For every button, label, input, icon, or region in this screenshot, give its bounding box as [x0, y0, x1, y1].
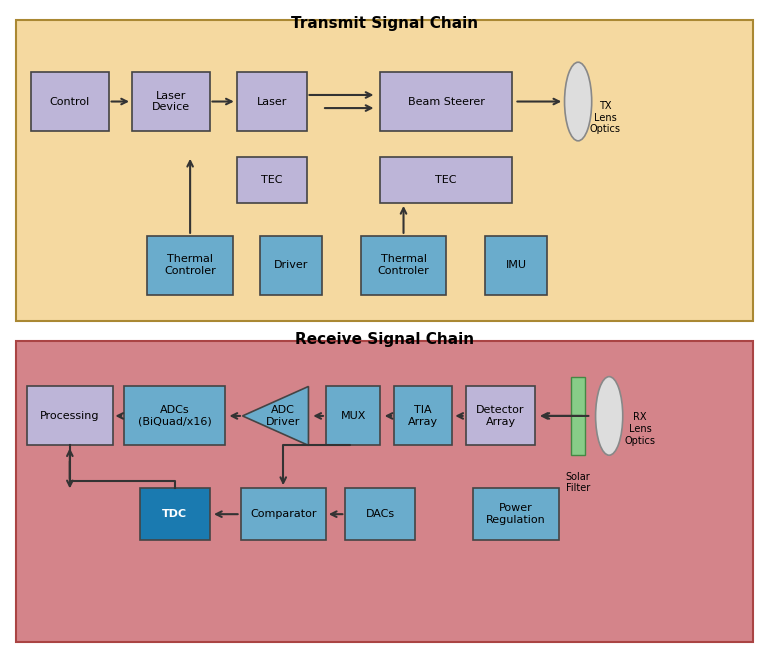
Text: Transmit Signal Chain: Transmit Signal Chain — [290, 16, 478, 31]
Text: ADCs
(BiQuad/x16): ADCs (BiQuad/x16) — [137, 405, 212, 426]
Bar — [571, 377, 585, 455]
FancyBboxPatch shape — [237, 72, 307, 131]
FancyBboxPatch shape — [380, 72, 512, 131]
Text: TEC: TEC — [261, 175, 282, 185]
Text: Processing: Processing — [40, 411, 99, 421]
FancyBboxPatch shape — [147, 236, 233, 295]
FancyBboxPatch shape — [260, 236, 322, 295]
Ellipse shape — [564, 62, 592, 141]
Text: Comparator: Comparator — [250, 509, 317, 519]
FancyBboxPatch shape — [473, 488, 559, 540]
FancyBboxPatch shape — [345, 488, 415, 540]
Text: Power
Regulation: Power Regulation — [487, 504, 546, 525]
Text: TIA
Array: TIA Array — [408, 405, 438, 426]
FancyBboxPatch shape — [124, 386, 225, 445]
Text: DACs: DACs — [365, 509, 395, 519]
FancyBboxPatch shape — [466, 386, 535, 445]
FancyBboxPatch shape — [380, 157, 512, 203]
FancyBboxPatch shape — [16, 341, 753, 642]
Text: MUX: MUX — [341, 411, 365, 421]
Text: Detector
Array: Detector Array — [476, 405, 525, 426]
FancyBboxPatch shape — [394, 386, 452, 445]
Text: Thermal
Controler: Thermal Controler — [378, 255, 429, 276]
Text: TDC: TDC — [162, 509, 187, 519]
FancyBboxPatch shape — [241, 488, 326, 540]
Text: IMU: IMU — [505, 260, 527, 271]
Text: ADC
Driver: ADC Driver — [266, 405, 300, 426]
FancyBboxPatch shape — [326, 386, 380, 445]
FancyBboxPatch shape — [140, 488, 210, 540]
FancyBboxPatch shape — [132, 72, 210, 131]
FancyBboxPatch shape — [31, 72, 109, 131]
FancyBboxPatch shape — [485, 236, 547, 295]
Text: TX
Lens
Optics: TX Lens Optics — [590, 102, 621, 134]
Text: Thermal
Controler: Thermal Controler — [165, 255, 216, 276]
Text: Laser
Device: Laser Device — [151, 91, 190, 112]
Text: Receive Signal Chain: Receive Signal Chain — [295, 332, 473, 347]
FancyBboxPatch shape — [16, 20, 753, 321]
Text: Beam Steerer: Beam Steerer — [407, 96, 485, 107]
Text: Laser: Laser — [256, 96, 287, 107]
Text: TEC: TEC — [435, 175, 457, 185]
FancyBboxPatch shape — [27, 386, 113, 445]
Text: Solar
Filter: Solar Filter — [566, 472, 591, 493]
FancyBboxPatch shape — [237, 157, 307, 203]
Polygon shape — [242, 386, 308, 445]
FancyBboxPatch shape — [361, 236, 446, 295]
Text: Control: Control — [50, 96, 90, 107]
Ellipse shape — [595, 377, 622, 455]
Text: Driver: Driver — [274, 260, 308, 271]
Text: RX
Lens
Optics: RX Lens Optics — [625, 413, 656, 445]
